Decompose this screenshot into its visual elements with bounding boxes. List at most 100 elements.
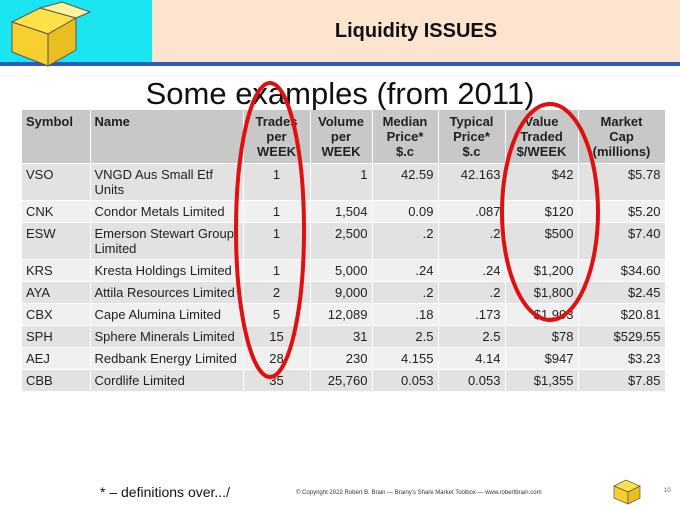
table-cell: $7.40 <box>578 222 666 260</box>
table-cell: 2 <box>243 281 311 304</box>
table-cell: Sphere Minerals Limited <box>90 325 244 348</box>
table-cell: VNGD Aus Small Etf Units <box>90 163 244 201</box>
table-cell: 15 <box>243 325 311 348</box>
table-cell: ESW <box>22 222 91 260</box>
table-cell: VSO <box>22 163 91 201</box>
table-cell: 1 <box>243 222 311 260</box>
table-cell: 12,089 <box>310 303 373 326</box>
header-row: Symbol Name Trades per WEEK Volume per WEEK Medi… <box>22 110 666 164</box>
table-cell: $34.60 <box>578 259 666 282</box>
table-cell: AEJ <box>22 347 91 370</box>
table-cell: Cordlife Limited <box>90 369 244 391</box>
table-cell: 42.163 <box>438 163 506 201</box>
table-cell: 28 <box>243 347 311 370</box>
table-cell: CBX <box>22 303 91 326</box>
table-cell: $3.23 <box>578 347 666 370</box>
table-row: CBB Cordlife Limited 35 25,760 0.053 0.053 $1,… <box>22 369 666 391</box>
header-line: Volume <box>318 114 364 129</box>
column-header: Volume per WEEK <box>310 110 373 164</box>
header-line: Market <box>600 114 643 129</box>
table-row: CNK Condor Metals Limited 1 1,504 0.09.087 $1… <box>22 200 666 223</box>
header-rule <box>0 62 680 66</box>
header-line: Cap <box>609 129 634 144</box>
header-line: Name <box>94 114 130 129</box>
table-cell: 230 <box>310 347 373 370</box>
table-cell: 2.5 <box>372 325 439 348</box>
table-cell: AYA <box>22 281 91 304</box>
subtitle: Some examples (from 2011) <box>145 76 535 111</box>
header-line: WEEK <box>257 144 296 159</box>
table-cell: KRS <box>22 259 91 282</box>
table-row: VSO VNGD Aus Small Etf Units 1 1 42.59 42.163… <box>22 163 666 201</box>
table-cell: .2 <box>438 222 506 260</box>
table-cell: $78 <box>505 325 579 348</box>
table-cell: SPH <box>22 325 91 348</box>
table-cell: .2 <box>372 222 439 260</box>
column-header: Typical Price* $.c <box>438 110 506 164</box>
copyright: © Copyright 2022 Robert B. Brain — Brain… <box>296 490 542 496</box>
table-cell: 35 <box>243 369 311 391</box>
table-cell: $2.45 <box>578 281 666 304</box>
table-cell: 31 <box>310 325 373 348</box>
table-cell: 1 <box>243 163 311 201</box>
table-cell: .173 <box>438 303 506 326</box>
table-cell: $1,993 <box>505 303 579 326</box>
column-header: Name <box>90 110 244 164</box>
header-line: $.c <box>462 144 481 159</box>
table-cell: $5.20 <box>578 200 666 223</box>
table-cell: 1 <box>243 259 311 282</box>
table-cell: .2 <box>372 281 439 304</box>
header-line: Symbol <box>26 114 73 129</box>
table-cell: 4.155 <box>372 347 439 370</box>
table-row: CBX Cape Alumina Limited 5 12,089.18.173 $1,… <box>22 303 666 326</box>
table-cell: 2,500 <box>310 222 373 260</box>
header: Liquidity ISSUES <box>0 0 680 62</box>
header-line: $.c <box>395 144 415 159</box>
table-cell: $7.85 <box>578 369 666 391</box>
footer-logo <box>613 479 641 505</box>
table-cell: $500 <box>505 222 579 260</box>
page-number: 10 <box>664 488 671 494</box>
header-line: Traded <box>520 129 563 144</box>
table-cell: 0.053 <box>438 369 506 391</box>
column-header: Symbol <box>22 110 91 164</box>
table-cell: .087 <box>438 200 506 223</box>
table-cell: Redbank Energy Limited <box>90 347 244 370</box>
column-header: Median Price* $.c <box>372 110 439 164</box>
header-line: (millions) <box>592 144 651 159</box>
table-row: SPH Sphere Minerals Limited 15 31 2.5 2.5 $78 $… <box>22 325 666 348</box>
slide-title: Liquidity ISSUES <box>334 20 498 42</box>
table-cell: 5 <box>243 303 311 326</box>
table-cell: Kresta Holdings Limited <box>90 259 244 282</box>
table-cell: 4.14 <box>438 347 506 370</box>
table-cell: 1 <box>243 200 311 223</box>
table-cell: 5,000 <box>310 259 373 282</box>
table-cell: .24 <box>372 259 439 282</box>
table-cell: 0.053 <box>372 369 439 391</box>
column-header: Value Traded $/WEEK <box>505 110 579 164</box>
table-cell: 25,760 <box>310 369 373 391</box>
footnote: * – definitions over.../ <box>100 484 230 500</box>
table-cell: Condor Metals Limited <box>90 200 244 223</box>
table-cell: $1,355 <box>505 369 579 391</box>
table-row: KRS Kresta Holdings Limited 1 5,000.24.24 $1… <box>22 259 666 282</box>
header-line: Value <box>524 114 559 129</box>
table-cell: $1,800 <box>505 281 579 304</box>
header-line: Price* <box>453 129 490 144</box>
table-cell: $120 <box>505 200 579 223</box>
table-cell: 42.59 <box>372 163 439 201</box>
table-row: ESW Emerson Stewart Group Limited 1 2,500.2… <box>22 222 666 260</box>
table-cell: Cape Alumina Limited <box>90 303 244 326</box>
column-header: Trades per WEEK <box>243 110 311 164</box>
table-cell: $947 <box>505 347 579 370</box>
header-line: Trades <box>255 114 298 129</box>
table-cell: .18 <box>372 303 439 326</box>
table-cell: 0.09 <box>372 200 439 223</box>
table-cell: .24 <box>438 259 506 282</box>
table-cell: 9,000 <box>310 281 373 304</box>
header-line: WEEK <box>321 144 361 159</box>
table-cell: $529.55 <box>578 325 666 348</box>
table-cell: .2 <box>438 281 506 304</box>
table-cell: Emerson Stewart Group Limited <box>90 222 244 260</box>
